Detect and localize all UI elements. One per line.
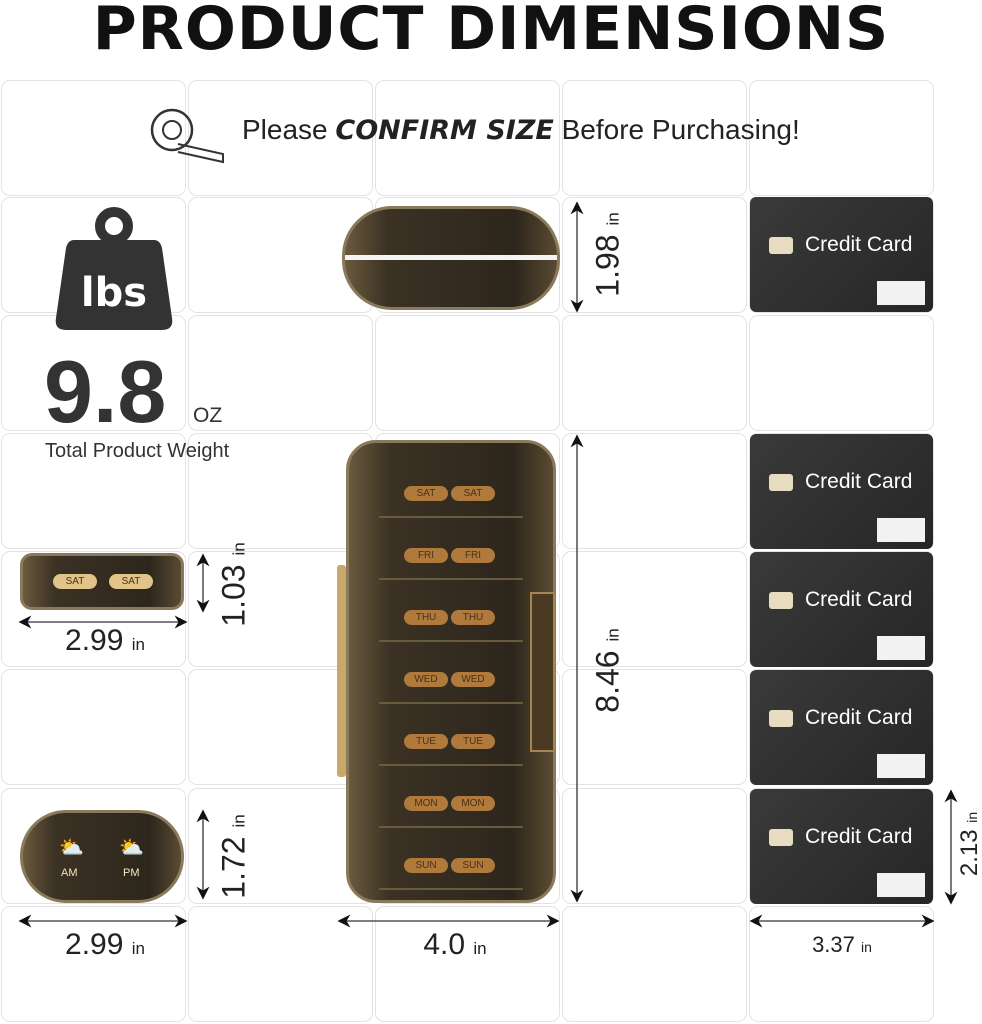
grid-cell bbox=[1, 80, 186, 196]
single-compartment: SAT SAT bbox=[20, 553, 184, 610]
compartment-divider bbox=[379, 826, 523, 828]
tape-measure-icon bbox=[150, 108, 224, 164]
case-seam bbox=[345, 255, 557, 260]
weight-icon: lbs bbox=[55, 207, 173, 330]
card-height-label: 2.13 in bbox=[956, 811, 982, 877]
compartment-width-label: 2.99 in bbox=[65, 624, 145, 657]
grid-cell bbox=[749, 80, 934, 196]
card-white-box bbox=[877, 518, 925, 542]
credit-card-label: Credit Card bbox=[805, 706, 913, 729]
card-white-box bbox=[877, 754, 925, 778]
confirm-size-banner: Please CONFIRM SIZE Before Purchasing! bbox=[242, 114, 800, 146]
day-label-mon: MON bbox=[451, 796, 495, 811]
compartment-divider bbox=[379, 516, 523, 518]
compartment-divider bbox=[379, 702, 523, 704]
credit-card: Credit Card bbox=[750, 670, 933, 785]
grid-cell bbox=[562, 669, 747, 785]
grid-cell bbox=[562, 315, 747, 431]
grid-cell bbox=[749, 315, 934, 431]
compartment-divider bbox=[379, 888, 523, 890]
case-latch bbox=[530, 592, 555, 752]
day-label-fri: FRI bbox=[451, 548, 495, 563]
grid-cell bbox=[188, 906, 373, 1022]
sun-cloud-icon: ⛅ bbox=[59, 837, 84, 859]
credit-card-label: Credit Card bbox=[805, 825, 913, 848]
grid-cell bbox=[1, 788, 186, 904]
grid-cell bbox=[375, 906, 560, 1022]
pm-label: PM bbox=[123, 867, 140, 879]
day-label-thu: THU bbox=[404, 610, 448, 625]
grid-cell bbox=[1, 906, 186, 1022]
day-label-sun: SUN bbox=[451, 858, 495, 873]
card-white-box bbox=[877, 636, 925, 660]
day-label-mon: MON bbox=[404, 796, 448, 811]
credit-card-label: Credit Card bbox=[805, 588, 913, 611]
compartment-height-label: 1.03 in bbox=[215, 542, 252, 627]
weight-icon-text: lbs bbox=[81, 270, 147, 316]
grid-cell bbox=[375, 315, 560, 431]
weight-label: Total Product Weight bbox=[45, 440, 230, 462]
case-width-label: 4.0 in bbox=[423, 928, 487, 961]
day-label-sun: SUN bbox=[404, 858, 448, 873]
day-label-sat: SAT bbox=[404, 486, 448, 501]
compartment-divider bbox=[379, 764, 523, 766]
credit-card-label: Credit Card bbox=[805, 470, 913, 493]
day-label-wed: WED bbox=[404, 672, 448, 687]
grid-cell bbox=[562, 551, 747, 667]
grid-cell bbox=[375, 80, 560, 196]
credit-card-label: Credit Card bbox=[805, 233, 913, 256]
grid-cell bbox=[562, 906, 747, 1022]
banner-emphasis: CONFIRM SIZE bbox=[335, 115, 554, 146]
day-label: SAT bbox=[53, 574, 97, 589]
day-label: SAT bbox=[109, 574, 153, 589]
grid-cell bbox=[562, 788, 747, 904]
grid-cell bbox=[562, 433, 747, 549]
case-height-label: 1.98 in bbox=[589, 212, 626, 297]
banner-suffix: Before Purchasing! bbox=[553, 114, 800, 145]
grid-cell bbox=[188, 80, 373, 196]
credit-card: Credit Card bbox=[750, 789, 933, 904]
grid-cell bbox=[562, 197, 747, 313]
am-label: AM bbox=[61, 867, 78, 879]
card-chip-icon bbox=[769, 474, 793, 491]
grid-cell bbox=[1, 551, 186, 667]
page-title: PRODUCT DIMENSIONS bbox=[92, 0, 890, 64]
day-label-thu: THU bbox=[451, 610, 495, 625]
grid-cell bbox=[188, 315, 373, 431]
grid-cell bbox=[749, 906, 934, 1022]
day-label-tue: TUE bbox=[404, 734, 448, 749]
pill-case-front-view: SAT SAT FRI FRI THU THU WED WED TUE TUE MON MON SUN S… bbox=[346, 440, 556, 903]
pill-case-side-view bbox=[342, 206, 560, 310]
grid-cell bbox=[1, 669, 186, 785]
compartment-divider bbox=[379, 640, 523, 642]
banner-prefix: Please bbox=[242, 114, 336, 145]
day-label-sat: SAT bbox=[451, 486, 495, 501]
compartment-divider bbox=[379, 578, 523, 580]
ampm-height-label: 1.72 in bbox=[215, 814, 252, 899]
grid-cell bbox=[1, 433, 186, 549]
credit-card: Credit Card bbox=[750, 197, 933, 312]
case-length-label: 8.46 in bbox=[589, 628, 626, 713]
card-width-label: 3.37 in bbox=[812, 932, 872, 957]
card-chip-icon bbox=[769, 829, 793, 846]
card-chip-icon bbox=[769, 710, 793, 727]
weight-unit: OZ bbox=[193, 404, 223, 427]
day-label-wed: WED bbox=[451, 672, 495, 687]
ampm-width-label: 2.99 in bbox=[65, 928, 145, 961]
credit-card: Credit Card bbox=[750, 434, 933, 549]
day-label-fri: FRI bbox=[404, 548, 448, 563]
am-pm-compartment: ⛅ AM ⛅ PM bbox=[20, 810, 184, 903]
grid-cell bbox=[562, 80, 747, 196]
card-chip-icon bbox=[769, 592, 793, 609]
case-hinge bbox=[337, 565, 346, 777]
weight-value: 9.8 bbox=[44, 342, 167, 441]
card-white-box bbox=[877, 281, 925, 305]
card-white-box bbox=[877, 873, 925, 897]
card-chip-icon bbox=[769, 237, 793, 254]
sun-cloud-icon: ⛅ bbox=[119, 837, 144, 859]
credit-card: Credit Card bbox=[750, 552, 933, 667]
day-label-tue: TUE bbox=[451, 734, 495, 749]
